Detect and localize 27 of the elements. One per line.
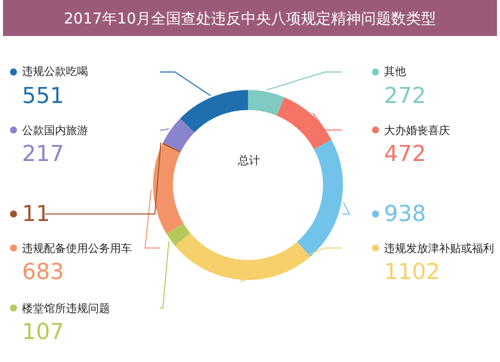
legend-label: 大办婚丧喜庆 <box>384 124 450 137</box>
donut-slice <box>153 144 184 234</box>
data-label: 683 <box>22 260 64 285</box>
data-label: 551 <box>22 84 64 109</box>
data-label: 1102 <box>384 260 440 285</box>
donut-slice <box>162 118 194 152</box>
donut-slice <box>174 233 310 280</box>
donut-slice <box>180 90 248 132</box>
legend-label: 违规配备使用公务用车 <box>22 242 132 255</box>
data-label: 938 <box>384 202 426 227</box>
legend-label: 其他 <box>384 65 406 78</box>
data-label: 107 <box>22 320 64 345</box>
data-label: 472 <box>384 142 426 167</box>
donut-slice <box>248 90 284 116</box>
donut-slice <box>162 142 181 153</box>
chart-title: 2017年10月全国查处违反中央八项规定精神问题数类型 <box>64 9 436 28</box>
legend-label: 楼堂馆所违规问题 <box>22 302 110 315</box>
legend-label: 违规发放津补贴或福利 <box>384 242 494 255</box>
donut-slice <box>276 97 332 150</box>
legend-label: 违规公款吃喝 <box>22 65 88 78</box>
data-label: 272 <box>384 84 426 109</box>
text: 总计 <box>237 154 260 167</box>
legend-label: 公款国内旅游 <box>22 124 88 137</box>
donut-slice <box>166 224 190 246</box>
data-label: 11 <box>22 202 50 227</box>
donut-slice <box>297 140 343 257</box>
data-label: 217 <box>22 142 64 167</box>
